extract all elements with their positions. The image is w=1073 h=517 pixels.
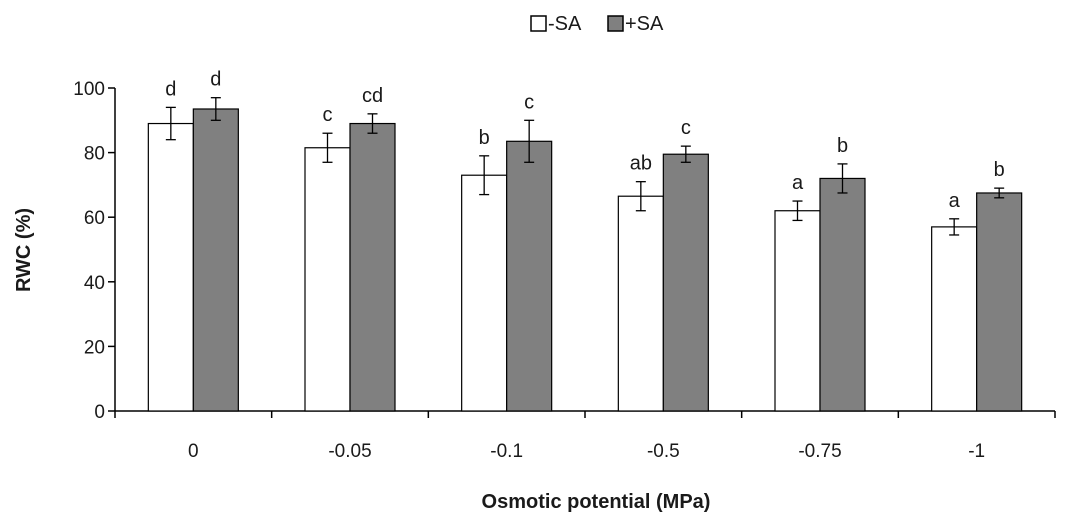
significance-label: a: [792, 172, 804, 194]
bar-plus-sa: [349, 122, 396, 412]
significance-label: d: [210, 69, 221, 91]
significance-label: cd: [362, 85, 383, 107]
bar-minus-sa: [147, 122, 194, 412]
bar-plus-sa: [506, 140, 553, 412]
significance-label: c: [524, 91, 534, 113]
bar-minus-sa: [461, 174, 508, 412]
x-tick-label: -0.05: [328, 441, 371, 462]
significance-label: b: [994, 159, 1005, 181]
bar-plus-sa: [192, 108, 239, 412]
y-tick-label: 60: [84, 208, 105, 229]
significance-label: b: [837, 135, 848, 157]
significance-label: b: [479, 127, 490, 149]
significance-label: ab: [630, 153, 652, 175]
bar-minus-sa: [304, 147, 351, 412]
significance-label: c: [681, 117, 691, 139]
x-tick-label: -0.5: [647, 441, 680, 462]
bar-minus-sa: [617, 195, 664, 412]
bar-plus-sa: [976, 192, 1023, 412]
legend: -SA +SA: [530, 13, 664, 35]
significance-label: c: [323, 104, 333, 126]
bar-plus-sa: [819, 177, 866, 412]
bar-minus-sa: [931, 226, 978, 412]
legend-label-minus-sa: -SA: [548, 13, 582, 35]
y-tick-label: 40: [84, 273, 105, 294]
bar-minus-sa: [774, 210, 821, 412]
legend-swatch-minus-sa: [530, 15, 547, 32]
x-tick-label: -0.75: [798, 441, 841, 462]
y-tick-label: 20: [84, 337, 105, 358]
y-tick-label: 80: [84, 144, 105, 165]
significance-label: a: [949, 190, 961, 212]
y-tick-label: 0: [94, 402, 105, 423]
legend-swatch-plus-sa: [607, 15, 624, 32]
x-axis-title: Osmotic potential (MPa): [482, 491, 711, 513]
x-tick-label: 0: [188, 441, 199, 462]
y-axis-title: RWC (%): [13, 208, 35, 292]
y-tick-label: 100: [73, 79, 105, 100]
x-tick-label: -0.1: [490, 441, 523, 462]
bar-plus-sa: [662, 153, 709, 412]
x-tick-label: -1: [968, 441, 985, 462]
legend-label-plus-sa: +SA: [625, 13, 664, 35]
significance-label: d: [165, 78, 176, 100]
